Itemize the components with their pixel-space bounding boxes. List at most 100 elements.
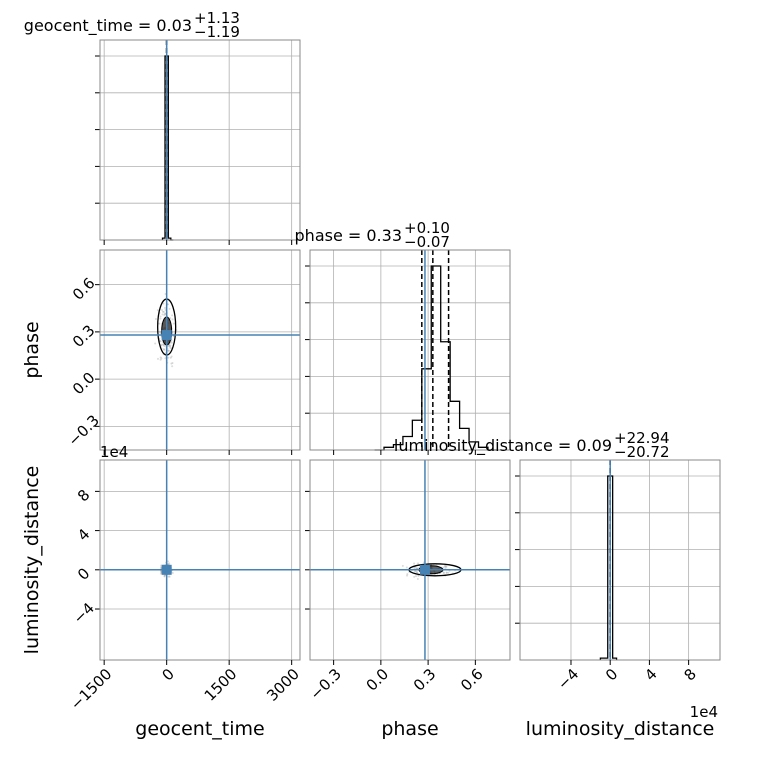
panel-title: luminosity_distance = 0.09 +22.94−20.72 bbox=[394, 429, 670, 461]
panel-frame bbox=[309, 249, 511, 451]
y-tick-label: 0.3 bbox=[69, 321, 99, 351]
x-axis-label: luminosity_distance bbox=[526, 718, 715, 740]
panel-1-1: phase = 0.33 +0.10−0.07 bbox=[295, 219, 511, 455]
sample-point bbox=[163, 575, 166, 578]
sample-point bbox=[163, 314, 166, 317]
gridlines bbox=[100, 460, 300, 660]
x-tick-label: 0 bbox=[602, 665, 621, 684]
x-tick-label: 0 bbox=[159, 665, 178, 684]
sample-point bbox=[401, 564, 404, 567]
panel-frame bbox=[99, 39, 301, 241]
y-offset-text: 1e4 bbox=[100, 443, 128, 461]
sample-point bbox=[163, 312, 166, 315]
sample-point bbox=[170, 355, 173, 358]
panel-1-0 bbox=[95, 249, 301, 455]
panel-frame bbox=[519, 459, 721, 661]
sample-point bbox=[415, 567, 418, 570]
title-plus: +22.94 bbox=[614, 429, 670, 447]
sample-point bbox=[445, 565, 448, 568]
title-main: phase = 0.33 bbox=[295, 226, 402, 245]
sample-point bbox=[414, 570, 417, 573]
sample-point bbox=[171, 365, 174, 368]
sample-point bbox=[444, 565, 447, 568]
sample-point bbox=[416, 567, 419, 570]
gridlines bbox=[520, 460, 720, 660]
truth-marker bbox=[419, 564, 430, 575]
x-offset-text: 1e4 bbox=[690, 703, 718, 721]
x-tick-label: 3000 bbox=[263, 665, 303, 705]
sample-point bbox=[413, 562, 416, 565]
title-minus: −0.07 bbox=[404, 233, 450, 251]
sample-point bbox=[167, 560, 170, 563]
y-axis-label: luminosity_distance bbox=[21, 466, 43, 655]
sample-point bbox=[416, 571, 419, 574]
sample-point bbox=[167, 349, 170, 352]
x-axis-label: phase bbox=[381, 718, 438, 740]
sample-point bbox=[163, 574, 166, 577]
sample-point bbox=[171, 571, 174, 574]
title-plus: +1.13 bbox=[194, 9, 240, 27]
sample-point bbox=[413, 575, 416, 578]
x-tick-label: −4 bbox=[554, 665, 582, 693]
sample-point bbox=[159, 317, 162, 320]
sample-point bbox=[171, 318, 174, 321]
sample-point bbox=[406, 573, 409, 576]
y-tick-label: 8 bbox=[74, 486, 93, 505]
gridlines bbox=[310, 250, 510, 450]
sample-point bbox=[169, 344, 172, 347]
x-axis-label: geocent_time bbox=[135, 718, 264, 740]
sample-point bbox=[162, 302, 165, 305]
sample-point bbox=[444, 565, 447, 568]
x-tick-label: 1500 bbox=[201, 665, 241, 705]
sample-point bbox=[161, 310, 164, 313]
sample-point bbox=[154, 342, 157, 345]
sample-point bbox=[416, 578, 419, 581]
sample-point bbox=[156, 357, 159, 360]
sample-point bbox=[444, 567, 447, 570]
sample-point bbox=[167, 344, 170, 347]
sample-point bbox=[161, 308, 164, 311]
sample-point bbox=[159, 572, 162, 575]
panel-0-0: geocent_time = 0.03 +1.13−1.19 bbox=[24, 9, 301, 245]
sample-point bbox=[159, 315, 162, 318]
sample-point bbox=[445, 571, 448, 574]
panel-title: geocent_time = 0.03 +1.13−1.19 bbox=[24, 9, 240, 41]
sample-point bbox=[156, 309, 159, 312]
sample-point bbox=[163, 344, 166, 347]
x-tick-label: −1500 bbox=[67, 665, 116, 714]
sample-point bbox=[417, 562, 420, 565]
truth-marker bbox=[161, 564, 172, 575]
sample-point bbox=[168, 343, 171, 346]
panel-2-0 bbox=[95, 459, 301, 665]
sample-point bbox=[162, 343, 165, 346]
y-tick-label: −4 bbox=[70, 599, 98, 627]
sample-point bbox=[159, 331, 162, 334]
sample-point bbox=[169, 356, 172, 359]
histogram-luminosity_distance bbox=[599, 475, 618, 660]
x-tick-label: 0.0 bbox=[363, 665, 393, 695]
sample-point bbox=[162, 348, 165, 351]
sample-point bbox=[414, 566, 417, 569]
sample-point bbox=[154, 317, 157, 320]
sample-point bbox=[442, 571, 445, 574]
panel-2-2: luminosity_distance = 0.09 +22.94−20.72 bbox=[394, 429, 721, 665]
title-minus: −1.19 bbox=[194, 23, 240, 41]
sample-point bbox=[168, 575, 171, 578]
sample-point bbox=[442, 572, 445, 575]
histogram-geocent_time bbox=[161, 55, 174, 241]
panel-frame bbox=[99, 249, 301, 451]
sample-point bbox=[169, 347, 172, 350]
title-main: geocent_time = 0.03 bbox=[24, 16, 192, 36]
sample-point bbox=[167, 356, 170, 359]
sample-point bbox=[160, 343, 163, 346]
sample-point bbox=[168, 562, 171, 565]
gridlines bbox=[100, 250, 300, 450]
title-plus: +0.10 bbox=[404, 219, 450, 237]
sample-point bbox=[405, 566, 408, 569]
panel-2-1 bbox=[305, 459, 511, 665]
sample-point bbox=[442, 566, 445, 569]
sample-point bbox=[168, 307, 171, 310]
sample-point bbox=[161, 313, 164, 316]
sample-point bbox=[171, 314, 174, 317]
